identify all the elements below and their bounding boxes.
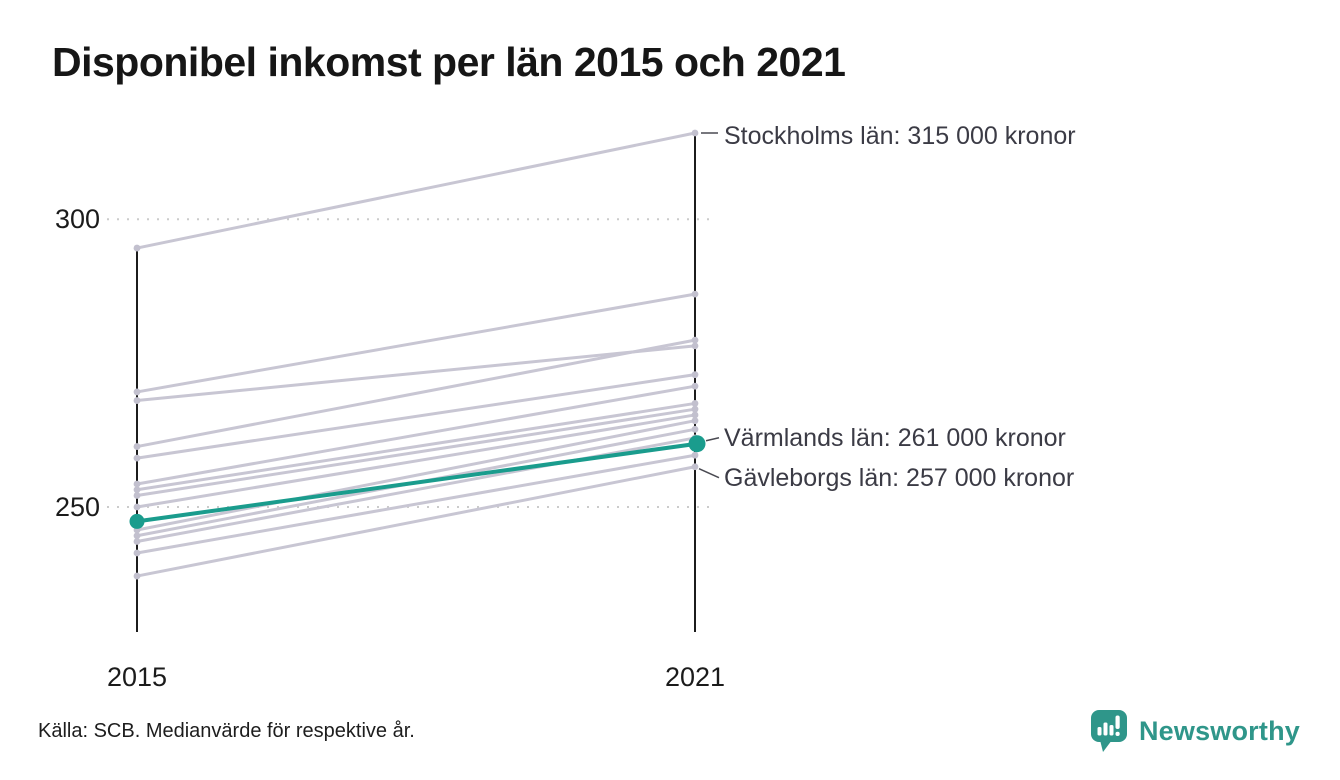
endpoint-dot-2015	[133, 388, 141, 396]
highlight-slope-line	[135, 441, 699, 524]
slope-line	[135, 413, 697, 509]
newsworthy-logo-text: Newsworthy	[1138, 715, 1300, 746]
x-tick-label: 2015	[106, 662, 168, 692]
slope-line	[135, 407, 697, 497]
endpoint-dot-2015	[133, 454, 141, 462]
endpoint-dot-2021	[691, 342, 699, 350]
annotation-label: Stockholms län: 315 000 kronor	[724, 122, 1076, 150]
slope-line	[135, 344, 697, 403]
source-note: Källa: SCB. Medianvärde för respektive å…	[38, 720, 415, 742]
newsworthy-logo: Newsworthy	[1089, 708, 1300, 754]
slope-line	[135, 401, 697, 492]
endpoint-dot-2021	[691, 336, 699, 344]
endpoint-dot-2015	[133, 443, 141, 450]
highlight-dot-2021	[688, 435, 706, 453]
endpoint-dot-2021	[691, 425, 699, 433]
endpoint-dot-2021	[691, 463, 699, 471]
y-tick-label: 300	[54, 204, 100, 235]
slope-line	[135, 465, 697, 578]
endpoint-dot-2021	[691, 371, 699, 379]
endpoint-dot-2015	[133, 480, 141, 488]
endpoint-dot-2015	[133, 538, 141, 545]
endpoint-dot-2021	[691, 411, 699, 419]
x-tick-label: 2021	[664, 662, 726, 692]
endpoint-dot-2021	[691, 382, 699, 390]
endpoint-dot-2021	[691, 417, 699, 425]
slope-line	[135, 131, 697, 250]
endpoint-dot-2021	[691, 290, 699, 298]
annotation-tick	[698, 468, 720, 479]
endpoint-dot-2015	[133, 492, 141, 499]
slope-line	[135, 292, 697, 394]
endpoint-dot-2021	[691, 451, 699, 459]
slope-line	[135, 338, 697, 449]
slope-line	[135, 419, 697, 532]
y-tick-label: 250	[54, 492, 100, 522]
annotation-tick	[705, 436, 720, 442]
endpoint-dot-2021	[691, 405, 699, 413]
endpoint-dot-2021	[691, 400, 699, 407]
slope-line	[135, 453, 697, 555]
endpoint-dot-2021	[691, 129, 699, 137]
endpoint-dot-2015	[133, 503, 141, 511]
annotation-label: Värmlands län: 261 000 kronor	[724, 423, 1066, 452]
endpoint-dot-2015	[133, 549, 141, 557]
highlight-dot-2015	[129, 513, 145, 529]
endpoint-dot-2015	[133, 486, 141, 494]
annotation-label: Gävleborgs län: 257 000 kronor	[724, 463, 1075, 492]
endpoint-dot-2015	[133, 572, 141, 580]
slope-line	[135, 384, 697, 486]
endpoint-dot-2015	[133, 532, 141, 540]
chart-title: Disponibel inkomst per län 2015 och 2021	[52, 39, 846, 85]
slope-line	[135, 373, 697, 460]
bar-chart-speech-bubble-icon	[1090, 710, 1127, 752]
endpoint-dot-2015	[133, 244, 141, 252]
endpoint-dot-2015	[133, 397, 141, 404]
